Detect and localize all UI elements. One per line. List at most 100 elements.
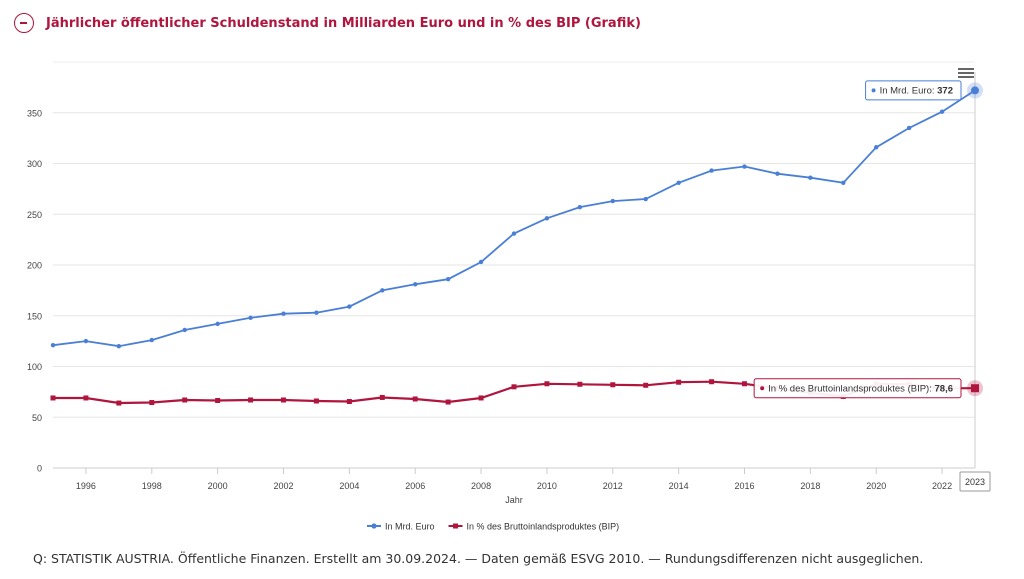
- legend-label: In Mrd. Euro: [385, 521, 435, 531]
- crosshair-label: 2023: [965, 477, 985, 487]
- data-point: [906, 125, 912, 131]
- x-tick-label: 2016: [734, 481, 754, 491]
- legend-marker: [453, 523, 459, 529]
- data-point: [577, 381, 583, 387]
- x-tick-label: 2014: [669, 481, 689, 491]
- x-tick-label: 2010: [537, 481, 557, 491]
- data-point: [577, 204, 583, 210]
- tooltip-box: [753, 378, 962, 399]
- legend-item[interactable]: In Mrd. Euro: [367, 521, 435, 531]
- data-point: [939, 109, 945, 114]
- data-point: [182, 397, 188, 403]
- data-point: [379, 394, 385, 400]
- data-point: [841, 180, 846, 185]
- x-tick-label: 1996: [76, 481, 96, 491]
- data-point: [346, 399, 352, 405]
- tooltip: In % des Bruttoinlandsproduktes (BIP): 7…: [753, 378, 962, 399]
- data-point: [248, 397, 254, 403]
- chart: 0 50 100 150 200 250 300 350 1996 1998 2000 2002 200…: [27, 61, 991, 531]
- data-point: [971, 86, 979, 95]
- data-point: [149, 337, 154, 343]
- crosshair-label-box: [959, 471, 991, 492]
- source-note: Q: STATISTIK AUSTRIA. Öffentliche Finanz…: [33, 551, 924, 566]
- data-point: [215, 321, 220, 327]
- data-point: [742, 164, 747, 169]
- y-tick-label: 300: [27, 159, 42, 169]
- legend-item[interactable]: In % des Bruttoinlandsproduktes (BIP): [448, 521, 620, 531]
- x-tick-label: 2020: [866, 481, 886, 491]
- data-point: [511, 231, 517, 236]
- tooltip-dot: [871, 88, 876, 93]
- tooltip-text: In Mrd. Euro: 372: [880, 86, 953, 97]
- data-point: [544, 381, 550, 387]
- data-point: [445, 399, 451, 405]
- data-point: [544, 216, 550, 221]
- data-point: [281, 397, 286, 403]
- data-point: [676, 379, 682, 385]
- data-point: [215, 398, 221, 404]
- data-point: [281, 311, 286, 316]
- x-tick-label: 2008: [471, 481, 491, 491]
- legend-label: In % des Bruttoinlandsproduktes (BIP): [467, 521, 620, 531]
- x-axis-label: Jahr: [505, 495, 523, 505]
- data-point: [610, 382, 616, 388]
- tooltip-box: [865, 80, 962, 101]
- legend: In Mrd. Euro In % des Bruttoinlandsproduk…: [367, 521, 619, 531]
- data-point: [874, 145, 879, 150]
- data-point: [149, 400, 155, 406]
- data-point: [709, 379, 715, 385]
- data-point: [643, 382, 649, 388]
- data-point: [742, 381, 747, 387]
- tooltip-value: 78,6: [935, 384, 954, 395]
- data-point: [313, 398, 319, 404]
- data-point: [50, 395, 56, 401]
- y-tick-label: 200: [27, 261, 42, 271]
- collapse-minus-icon[interactable]: [14, 13, 34, 33]
- y-tick-label: 250: [27, 210, 42, 220]
- data-point: [775, 171, 780, 176]
- data-point: [182, 327, 187, 333]
- data-point: [314, 310, 319, 315]
- hamburger-menu-icon[interactable]: [957, 66, 975, 82]
- y-tick-label: 0: [37, 464, 42, 474]
- x-tick-label: 1998: [142, 481, 162, 491]
- tooltip-text: In % des Bruttoinlandsproduktes (BIP): 7…: [768, 384, 953, 395]
- data-point: [676, 180, 681, 185]
- data-point: [116, 400, 122, 406]
- data-point: [50, 342, 56, 348]
- y-tick-label: 100: [27, 362, 42, 372]
- data-point: [610, 198, 615, 204]
- data-point: [248, 315, 253, 320]
- data-point: [380, 288, 385, 293]
- x-tick-label: 2002: [273, 481, 293, 491]
- tooltip-label: In % des Bruttoinlandsproduktes (BIP):: [768, 384, 934, 395]
- data-point: [478, 395, 484, 401]
- x-tick-label: 2018: [800, 481, 820, 491]
- data-point: [445, 277, 451, 282]
- data-point: [412, 396, 418, 402]
- tooltip-dot: [760, 386, 765, 391]
- data-point: [83, 338, 89, 344]
- data-point: [643, 196, 648, 202]
- tooltip: In Mrd. Euro: 372: [865, 80, 962, 101]
- x-tick-label: 2012: [603, 481, 623, 491]
- y-tick-label: 50: [32, 413, 42, 423]
- chart-header: Jährlicher öffentlicher Schuldenstand in…: [14, 10, 641, 36]
- y-tick-label: 350: [27, 108, 42, 118]
- legend-marker: [371, 523, 377, 529]
- x-tick-label: 2000: [208, 481, 228, 491]
- tooltip-label: In Mrd. Euro:: [880, 86, 938, 97]
- data-point: [478, 259, 484, 265]
- tooltip-value: 372: [937, 86, 953, 97]
- data-point: [83, 395, 89, 401]
- data-point: [413, 282, 418, 287]
- chart-title: Jährlicher öffentlicher Schuldenstand in…: [46, 15, 641, 31]
- data-point: [347, 304, 352, 309]
- series-line: [52, 89, 976, 348]
- x-tick-label: 2004: [339, 481, 359, 491]
- data-point: [116, 344, 122, 349]
- data-point: [808, 175, 813, 180]
- data-point: [511, 384, 517, 390]
- x-tick-label: 2006: [405, 481, 425, 491]
- data-point: [709, 168, 714, 173]
